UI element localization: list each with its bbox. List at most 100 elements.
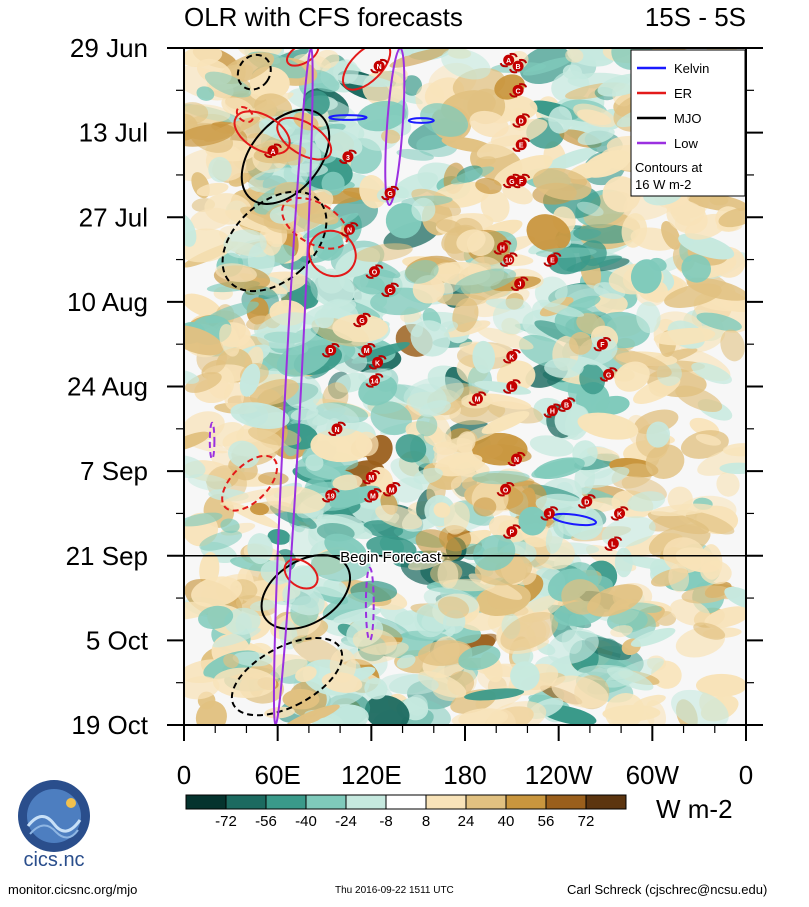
storm-label-4: E: [519, 143, 524, 150]
olr-anomaly-blob-1167: [577, 109, 612, 126]
x-tick-label-0: 0: [177, 760, 191, 790]
storm-arm-bottom-29: [557, 407, 566, 412]
storm-label-1: B: [516, 64, 521, 71]
olr-anomaly-blob-793: [476, 134, 528, 160]
olr-anomaly-blob-1109: [720, 329, 745, 362]
storm-symbol-2: C: [509, 83, 528, 98]
olr-anomaly-blob-1057: [472, 470, 530, 485]
olr-anomaly-blob-1124: [393, 477, 423, 503]
olr-anomaly-blob-1127: [614, 361, 650, 392]
region-label: 15S - 5S: [645, 2, 746, 32]
olr-anomaly-blob-909: [647, 511, 710, 535]
storm-symbol-6: F: [512, 173, 531, 189]
storm-label-6: F: [519, 179, 524, 186]
colorbar-label-6: 24: [458, 813, 475, 830]
olr-anomaly-blob-474: [564, 405, 590, 440]
footer-author: Carl Schreck (cjschrec@ncsu.edu): [567, 882, 768, 897]
olr-anomaly-blob-1096: [450, 166, 495, 185]
olr-anomaly-blob-986: [576, 201, 604, 217]
storm-arm-top-2: [518, 83, 528, 88]
storm-symbol-22: 14: [365, 373, 384, 388]
storm-label-37: D: [584, 499, 589, 506]
storm-arm-top-31: [517, 451, 526, 457]
olr-anomaly-blob-990: [544, 357, 584, 379]
storm-arm-bottom-41: [604, 546, 613, 551]
storm-core-13: [384, 284, 396, 296]
storm-core-8: [267, 145, 279, 157]
y-tick-label-0: 29 Jun: [70, 33, 148, 63]
storm-arm-top-4: [522, 137, 531, 143]
logo-text: cics.nc: [23, 849, 84, 870]
storm-symbol-12: O: [365, 264, 384, 279]
contour-mjo-1: [221, 190, 328, 293]
olr-anomaly-blob-1119: [219, 323, 240, 357]
colorbar-label-3: -24: [335, 813, 357, 830]
storm-core-6: [515, 175, 527, 187]
storm-label-39: K: [617, 511, 622, 518]
storm-symbol-34: M: [363, 488, 382, 503]
storm-arm-top-10: [390, 185, 400, 191]
y-tick-label-1: 13 Jul: [79, 118, 148, 148]
storm-symbol-35: M: [382, 482, 401, 497]
olr-anomaly-blob-1009: [566, 255, 622, 272]
olr-anomaly-blob-1139: [335, 74, 393, 88]
olr-anomaly-blob-400: [529, 435, 574, 457]
olr-anomaly-blob-751: [473, 497, 497, 517]
storm-label-35: M: [389, 487, 395, 494]
x-tick-label-1: 60E: [255, 760, 301, 790]
storm-arm-top-29: [567, 397, 576, 402]
storm-symbol-40: P: [502, 524, 521, 539]
olr-anomaly-blob-1123: [565, 48, 584, 63]
storm-arm-top-16: [509, 252, 518, 257]
colorbar-box-0: [185, 794, 227, 810]
olr-anomaly-blob-1069: [355, 243, 413, 262]
olr-anomaly-blob-1006: [276, 340, 331, 377]
olr-anomaly-blob-934: [675, 385, 723, 413]
storm-arm-bottom-0: [499, 62, 508, 68]
colorbar-box-5: [385, 794, 427, 810]
colorbar: -72 -56 -40 -24 -8 8 24 40 56 72: [185, 794, 627, 830]
storm-label-12: O: [372, 270, 378, 277]
storm-core-26: [506, 381, 518, 392]
storm-arm-bottom-28: [543, 413, 552, 418]
storm-arm-bottom-24: [593, 346, 602, 352]
storm-core-10: [384, 187, 396, 199]
olr-anomaly-blob-304: [302, 212, 359, 239]
olr-anomaly-blob-1112: [718, 207, 746, 228]
colorbar-box-9: [545, 794, 587, 810]
storm-arm-top-7: [379, 58, 389, 64]
olr-anomaly-blob-1116: [602, 704, 661, 722]
colorbar-unit: W m-2: [656, 794, 733, 824]
olr-anomaly-blob-463: [548, 106, 573, 134]
olr-anomaly-blob-907: [680, 430, 729, 459]
olr-anomaly-blob-1092: [526, 214, 571, 252]
storm-core-23: [506, 350, 518, 362]
storm-symbol-29: B: [557, 397, 576, 412]
olr-anomaly-blob-1063: [678, 233, 735, 260]
olr-anomaly-blob-1146: [584, 466, 630, 488]
olr-anomaly-blob-1161: [473, 534, 516, 571]
olr-anomaly-blob-146: [406, 694, 428, 716]
storm-core-5: [506, 175, 518, 187]
storm-label-15: H: [500, 245, 505, 252]
storm-arm-top-14: [553, 252, 562, 257]
storm-core-38: [543, 507, 555, 519]
storm-arm-top-39: [620, 506, 629, 511]
colorbar-box-4: [345, 794, 387, 810]
storm-label-9: 3: [346, 155, 350, 162]
olr-anomaly-blob-626: [219, 52, 275, 85]
legend-box: [630, 49, 746, 197]
olr-anomaly-blob-1102: [223, 653, 239, 669]
colorbar-label-4: -8: [379, 813, 392, 830]
storm-core-32: [365, 471, 377, 483]
storm-arm-top-27: [478, 391, 487, 396]
olr-anomaly-blob-992: [454, 268, 517, 294]
olr-anomaly-blob-1090: [441, 48, 491, 80]
olr-anomaly-blob-147: [364, 695, 410, 725]
olr-anomaly-blob-1051: [577, 412, 639, 440]
storm-core-30: [331, 423, 343, 435]
olr-anomaly-blob-1175: [719, 462, 746, 474]
olr-anomaly-blob-1130: [582, 150, 631, 178]
